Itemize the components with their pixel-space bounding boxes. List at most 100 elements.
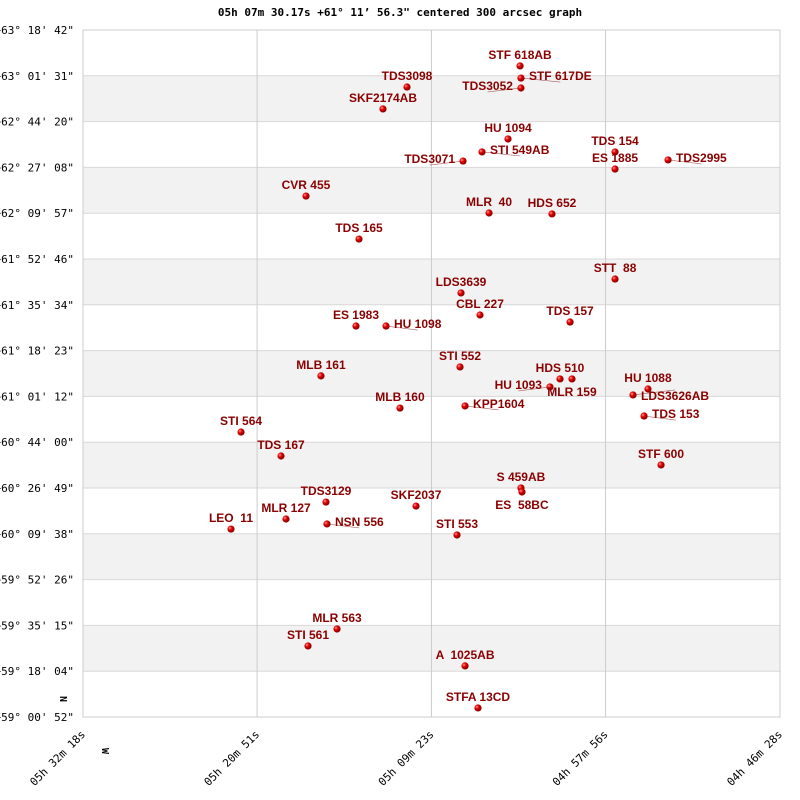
star-label: TDS3052 [462, 79, 513, 93]
y-tick-label: +63° 01' 31" [0, 70, 74, 83]
star-point [396, 404, 404, 412]
y-tick-label: +60° 26' 49" [0, 482, 74, 495]
label-leader-line [644, 415, 676, 421]
west-label: W [99, 748, 110, 755]
star-label: CBL 227 [456, 297, 504, 311]
star-label: LEO 11 [209, 511, 253, 525]
star-point [333, 625, 341, 633]
star-label: TDS3129 [301, 484, 352, 498]
star-label: MLB 161 [296, 358, 346, 372]
star-label: ES 1885 [592, 151, 638, 165]
star-point [476, 311, 484, 319]
label-leader-line [464, 405, 499, 411]
star-point [644, 385, 652, 393]
star-point [412, 502, 420, 510]
star-label: HDS 652 [528, 196, 577, 210]
y-tick-label: +62° 27' 08" [0, 161, 74, 174]
y-tick-label: +61° 18' 23" [0, 345, 74, 358]
star-point [302, 192, 310, 200]
label-leader-line [668, 159, 702, 165]
star-point [277, 452, 285, 460]
star-label: TDS 153 [652, 407, 700, 421]
star-point [611, 165, 619, 173]
star-label: KPP1604 [473, 397, 525, 411]
star-point [517, 84, 525, 92]
star-point [611, 148, 619, 156]
x-tick-label: 05h 32m 18s [27, 728, 88, 789]
star-point [546, 383, 554, 391]
star-label: STI 553 [436, 517, 478, 531]
star-point [459, 157, 467, 165]
star-point [355, 235, 363, 243]
star-point [664, 156, 672, 164]
y-tick-label: +63° 18' 42" [0, 24, 74, 37]
chart-title: 05h 07m 30.17s +61° 11’ 56.3" centered 3… [217, 6, 583, 19]
star-point [611, 275, 619, 283]
star-label: HU 1094 [484, 121, 532, 135]
star-point [461, 402, 469, 410]
star-label: STF 600 [638, 447, 684, 461]
label-leader-line [481, 151, 520, 157]
star-point [504, 135, 512, 143]
star-point [640, 412, 648, 420]
x-tick-label: 04h 57m 56s [550, 728, 611, 789]
star-label: ES 58BC [495, 498, 549, 512]
star-label: LDS3626AB [641, 389, 709, 403]
star-label: STFA 13CD [446, 690, 511, 704]
star-label: CVR 455 [282, 178, 331, 192]
star-label: STF 618AB [488, 48, 552, 62]
y-tick-label: +59° 35' 15" [0, 619, 74, 632]
star-point [322, 498, 330, 506]
star-point [379, 105, 387, 113]
star-point [516, 62, 524, 70]
y-tick-label: +59° 00' 52" [0, 711, 74, 724]
y-tick-label: +61° 01' 12" [0, 390, 74, 403]
star-label: STI 564 [220, 414, 262, 428]
star-label: LDS3639 [436, 275, 487, 289]
star-label: TDS 165 [335, 221, 383, 235]
x-tick-label: 05h 09m 23s [376, 728, 437, 789]
x-tick-label: 04h 46m 28s [724, 728, 785, 789]
star-label: TDS2995 [676, 151, 727, 165]
star-point [457, 289, 465, 297]
star-label: ES 1983 [333, 308, 379, 322]
label-leader-line [520, 77, 561, 83]
label-leader-line [385, 325, 418, 331]
star-label: STI 549AB [490, 143, 550, 157]
star-point [556, 375, 564, 383]
star-point [456, 363, 464, 371]
y-tick-label: +59° 18' 04" [0, 665, 74, 678]
y-tick-label: +60° 09' 38" [0, 528, 74, 541]
star-point [517, 74, 525, 82]
star-label: STI 552 [439, 349, 481, 363]
star-point [548, 210, 556, 218]
star-point [403, 83, 411, 91]
star-label: MLR 159 [547, 385, 597, 399]
star-label: HDS 510 [536, 361, 585, 375]
star-point [461, 662, 469, 670]
y-tick-label: +62° 44' 20" [0, 116, 74, 129]
star-label: TDS3098 [382, 69, 433, 83]
y-tick-label: +62° 09' 57" [0, 207, 74, 220]
star-label: MLR 40 [466, 195, 512, 209]
star-point [568, 375, 576, 383]
star-label: HU 1098 [394, 317, 442, 331]
star-point [227, 525, 235, 533]
star-label: STI 561 [287, 628, 329, 642]
star-label: SKF2037 [391, 488, 442, 502]
star-label: MLB 160 [375, 390, 425, 404]
star-point [518, 488, 526, 496]
star-point [629, 391, 637, 399]
star-point [474, 704, 482, 712]
y-tick-label: +59° 52' 26" [0, 574, 74, 587]
star-label: S 459AB [497, 470, 546, 484]
star-point [478, 148, 486, 156]
star-label: A 1025AB [436, 648, 495, 662]
plot-border [82, 29, 781, 718]
star-label: TDS 154 [591, 134, 639, 148]
star-label: TDS3071 [404, 152, 455, 166]
star-label: TDS 157 [546, 304, 594, 318]
label-leader-line [518, 386, 551, 392]
star-point [566, 318, 574, 326]
y-tick-label: +61° 35' 34" [0, 299, 74, 312]
